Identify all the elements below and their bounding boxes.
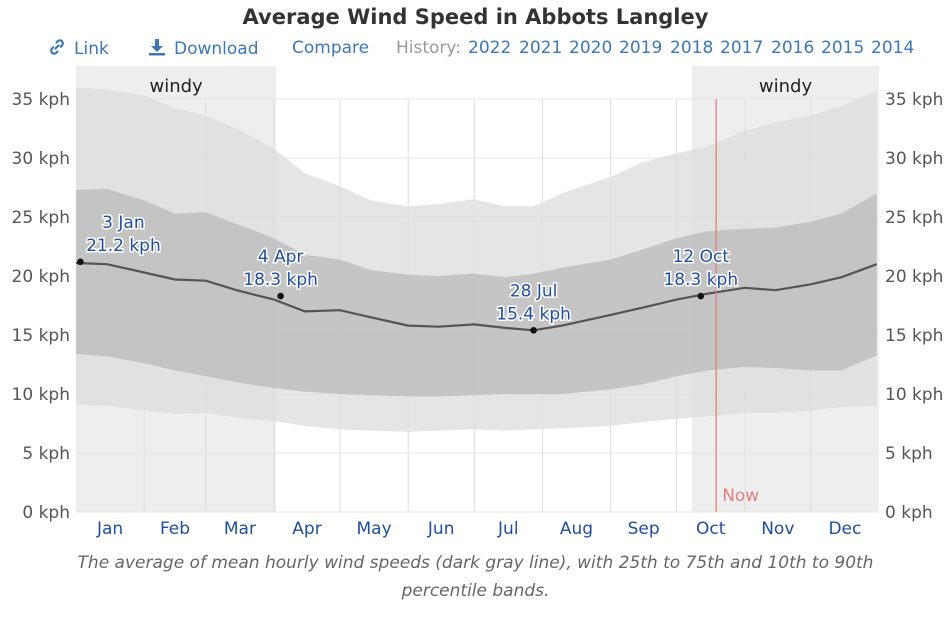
link-label: Link [74, 39, 109, 59]
band-25-75-percentile [76, 188, 877, 397]
annotation-point [530, 326, 537, 334]
month-label-mar: Mar [224, 519, 256, 539]
annotation-point [277, 292, 284, 300]
annotation-point [697, 292, 705, 300]
download-icon [148, 38, 166, 61]
month-label-aug: Aug [560, 519, 593, 539]
toolbar: Link Download Compare History: 2022 2021… [0, 38, 951, 62]
history-year-2016[interactable]: 2016 [771, 38, 815, 58]
windy-label-0: windy [149, 76, 203, 97]
mean-wind-line [75, 261, 878, 332]
annotation-point [77, 258, 84, 266]
y-tick-left: 0 kph [22, 503, 70, 523]
windy-label-1: windy [759, 76, 813, 97]
month-label-apr: Apr [292, 519, 321, 539]
chart-caption: The average of mean hourly wind speeds (… [77, 553, 874, 601]
history-year-2021[interactable]: 2021 [519, 38, 563, 58]
wind-speed-chart: windy windy Now 0 kph 0 kph 5 kph 5 kph 10 kph 1… [12, 66, 943, 539]
history-year-2014[interactable]: 2014 [871, 38, 915, 58]
y-tick-right: 25 kph [885, 208, 943, 228]
y-tick-right: 5 kph [885, 444, 933, 464]
link-icon [48, 38, 66, 61]
history-year-2015[interactable]: 2015 [821, 38, 865, 58]
y-tick-right: 10 kph [885, 385, 943, 405]
history-year-2020[interactable]: 2020 [569, 38, 613, 58]
y-tick-left: 10 kph [12, 385, 70, 405]
month-label-dec: Dec [828, 519, 861, 539]
y-tick-right: 30 kph [885, 149, 943, 169]
annotation-date: 12 Oct [673, 247, 730, 267]
history-year-2022[interactable]: 2022 [468, 38, 512, 58]
compare-button[interactable]: Compare [292, 38, 370, 58]
y-tick-right: 35 kph [885, 90, 943, 110]
history-year-2018[interactable]: 2018 [670, 38, 714, 58]
y-tick-right: 0 kph [885, 503, 933, 523]
link-button[interactable]: Link [48, 38, 109, 61]
download-label: Download [174, 39, 259, 59]
y-tick-right: 20 kph [885, 267, 943, 287]
y-tick-left: 35 kph [12, 90, 70, 110]
history-year-2017[interactable]: 2017 [720, 38, 764, 58]
month-label-jan: Jan [96, 519, 123, 539]
history-label: History: [396, 38, 461, 58]
annotation-value: 15.4 kph [496, 304, 571, 324]
annotation-date: 4 Apr [258, 247, 304, 267]
month-label-jun: Jun [427, 519, 455, 539]
annotation-date: 3 Jan [102, 213, 144, 233]
month-label-nov: Nov [761, 519, 794, 539]
y-tick-left: 30 kph [12, 149, 70, 169]
y-tick-left: 15 kph [12, 326, 70, 346]
month-label-may: May [357, 519, 392, 539]
month-label-sep: Sep [628, 519, 660, 539]
annotation-date: 28 Jul [510, 281, 558, 301]
chart-title: Average Wind Speed in Abbots Langley [242, 5, 709, 29]
annotation-value: 18.3 kph [243, 270, 318, 290]
download-button[interactable]: Download [148, 38, 259, 61]
y-tick-left: 25 kph [12, 208, 70, 228]
annotation-value: 21.2 kph [86, 236, 161, 256]
annotation-value: 18.3 kph [663, 270, 738, 290]
history-year-2019[interactable]: 2019 [619, 38, 663, 58]
month-label-feb: Feb [160, 519, 190, 539]
month-label-jul: Jul [497, 519, 519, 539]
y-tick-left: 20 kph [12, 267, 70, 287]
month-label-oct: Oct [696, 519, 726, 539]
y-tick-left: 5 kph [22, 444, 70, 464]
now-label: Now [722, 486, 759, 506]
y-tick-right: 15 kph [885, 326, 943, 346]
